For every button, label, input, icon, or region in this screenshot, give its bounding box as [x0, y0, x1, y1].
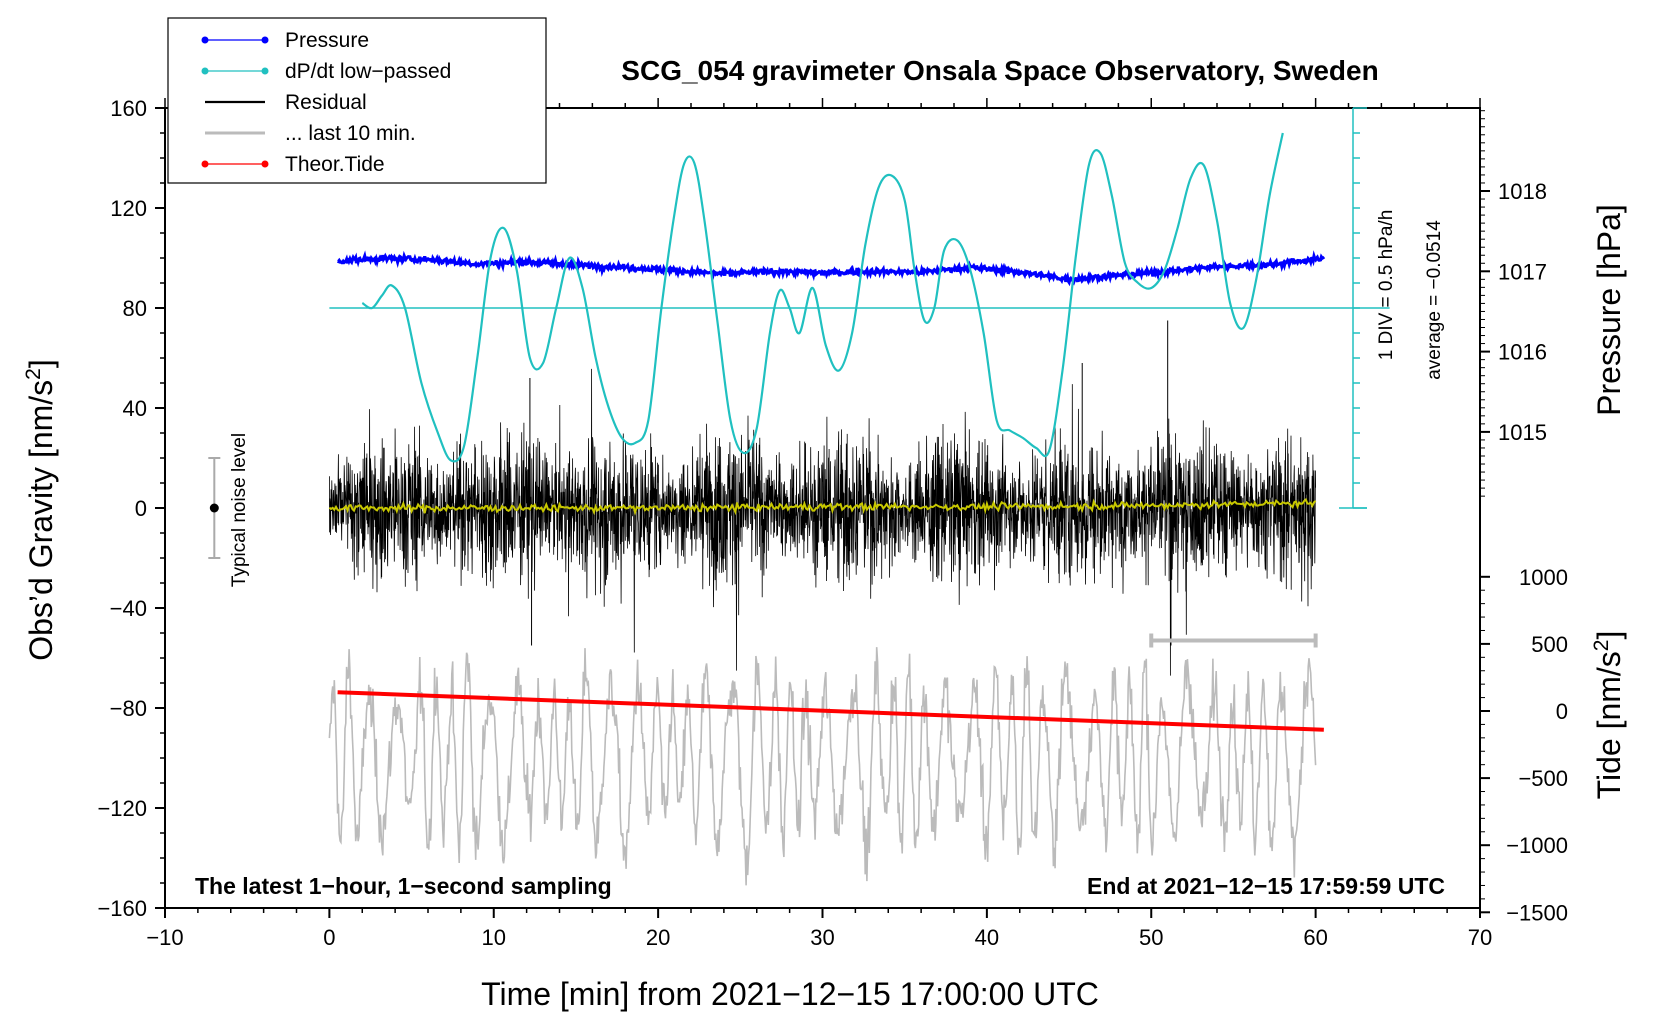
last-10-min-series — [328, 647, 1317, 886]
pressure-axis-ticks: 1015 1016 1017 1018 — [1480, 110, 1547, 497]
residual-series — [328, 320, 1316, 676]
theoretical-tide-series — [337, 690, 1324, 732]
dpdt-average-label: average = −0.0514 — [1424, 220, 1445, 380]
residual-line — [328, 368, 1316, 676]
y-axis-ticks: −160 −120 −80 −40 0 40 80 120 160 — [97, 96, 165, 921]
legend-box — [167, 17, 547, 184]
pressure-tick-label: 1017 — [1498, 259, 1547, 284]
x-tick-label: 70 — [1468, 925, 1492, 950]
legend-label: Pressure — [285, 29, 369, 52]
y-tick-label: 160 — [110, 96, 147, 121]
x-tick-label: 50 — [1139, 925, 1163, 950]
residual-smoothed-series — [328, 497, 1317, 516]
chart-title: SCG_054 gravimeter Onsala Space Observat… — [621, 55, 1378, 86]
x-tick-label: 40 — [975, 925, 999, 950]
tide-axis-ticks: −1500 −1000 −500 0 500 1000 — [1480, 565, 1568, 925]
x-tick-label: 0 — [323, 925, 335, 950]
y-tick-label: 80 — [123, 296, 147, 321]
y-tick-label: −160 — [97, 896, 147, 921]
pressure-line — [337, 250, 1326, 287]
legend-marker — [261, 36, 269, 44]
x-axis-title: Time [min] from 2021−12−15 17:00:00 UTC — [481, 976, 1099, 1012]
tide-line — [337, 690, 1324, 732]
y-axis-tide-title: Tide [nm/s2] — [1590, 631, 1627, 800]
pressure-tick-label: 1015 — [1498, 420, 1547, 445]
dpdt-series — [329, 132, 1390, 463]
dpdt-scale-label: 1 DIV = 0.5 hPa/h — [1376, 210, 1397, 361]
y-tick-label: −120 — [97, 796, 147, 821]
legend-label: Residual — [285, 91, 367, 114]
legend-marker — [261, 160, 269, 168]
sampling-annotation: The latest 1−hour, 1−second sampling — [195, 873, 612, 899]
legend-marker — [261, 67, 269, 75]
x-tick-label: 30 — [810, 925, 834, 950]
tide-tick-label: −1500 — [1506, 900, 1568, 925]
x-tick-label: 10 — [482, 925, 506, 950]
y-tick-label: 120 — [110, 196, 147, 221]
x-axis-ticks: −10 0 10 20 30 40 50 60 70 — [146, 98, 1492, 950]
y-tick-label: 0 — [135, 496, 147, 521]
noise-level-label: Typical noise level — [229, 433, 250, 587]
pressure-tick-label: 1016 — [1498, 340, 1547, 365]
noise-level-indicator — [208, 457, 221, 559]
x-tick-label: 60 — [1303, 925, 1327, 950]
x-tick-label: 20 — [646, 925, 670, 950]
pressure-tick-label: 1018 — [1498, 179, 1547, 204]
end-time-annotation: End at 2021−12−15 17:59:59 UTC — [1087, 873, 1445, 899]
x-tick-label: −10 — [146, 925, 183, 950]
y-axis-left-title: Obs’d Gravity [nm/s2] — [22, 359, 59, 661]
tide-tick-label: 0 — [1556, 699, 1568, 724]
residual-smoothed-line — [328, 497, 1317, 516]
legend-label: ... last 10 min. — [285, 122, 416, 145]
y-axis-pressure-title: Pressure [hPa] — [1591, 204, 1627, 416]
tide-tick-label: 500 — [1531, 632, 1568, 657]
legend-label: dP/dt low−passed — [285, 60, 451, 83]
legend-marker — [201, 160, 209, 168]
y-tick-label: 40 — [123, 396, 147, 421]
last-10-min-bar — [1149, 633, 1318, 648]
legend-marker — [201, 36, 209, 44]
tide-tick-label: −1000 — [1506, 833, 1568, 858]
legend: Pressure dP/dt low−passed Residual ... last… — [167, 17, 547, 184]
noise-center-dot — [209, 503, 219, 513]
legend-marker — [201, 67, 209, 75]
tide-tick-label: −500 — [1518, 766, 1568, 791]
y-tick-label: −80 — [110, 696, 147, 721]
y-tick-label: −40 — [110, 596, 147, 621]
dpdt-curve — [361, 132, 1284, 463]
tide-tick-label: 1000 — [1519, 565, 1568, 590]
pressure-series — [337, 250, 1326, 287]
last-10-min-line — [328, 647, 1317, 886]
legend-label: Theor.Tide — [285, 153, 385, 176]
